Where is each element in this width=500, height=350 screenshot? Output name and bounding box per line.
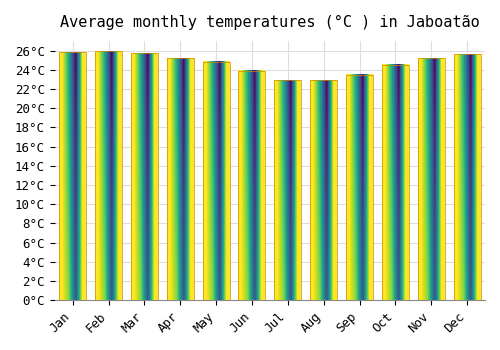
Bar xyxy=(274,80,301,300)
Bar xyxy=(59,52,86,300)
Bar xyxy=(346,75,373,300)
Title: Average monthly temperatures (°C ) in Jaboatão: Average monthly temperatures (°C ) in Ja… xyxy=(60,15,480,30)
Bar xyxy=(310,80,337,300)
Bar xyxy=(95,51,122,300)
Bar xyxy=(131,54,158,300)
Bar xyxy=(238,71,266,300)
Bar xyxy=(454,54,480,300)
Bar xyxy=(418,58,444,300)
Bar xyxy=(167,58,194,300)
Bar xyxy=(382,65,409,300)
Bar xyxy=(202,62,230,300)
